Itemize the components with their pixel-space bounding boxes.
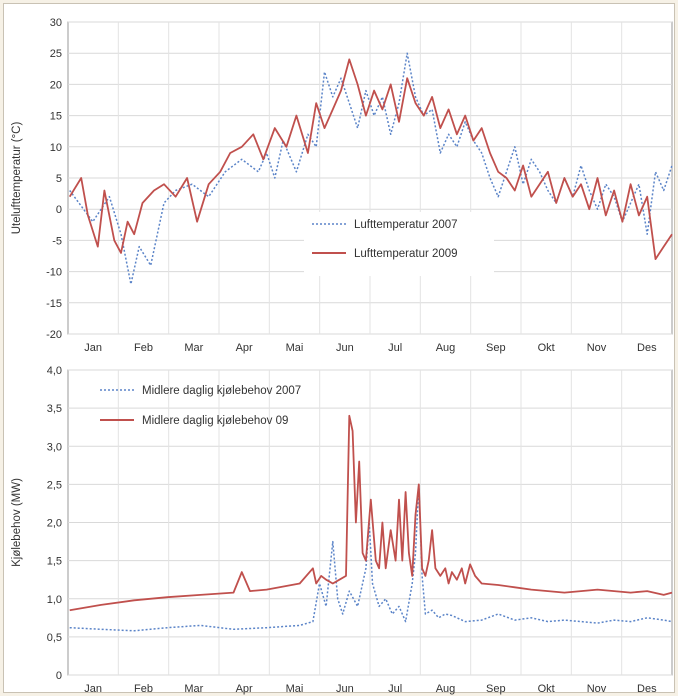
y-tick-label: 0,5 xyxy=(47,632,62,644)
x-tick-label: Nov xyxy=(587,683,607,695)
y-tick-label: 3,0 xyxy=(47,441,62,453)
legend-label-2: Midlere daglig kjølebehov 09 xyxy=(142,415,288,427)
x-tick-label: Apr xyxy=(236,342,253,354)
chart-panel-1: -20 -15 -10 -5 0 5 10 15 20 25 30 Jan Feb Mar Apr Mai Ju… xyxy=(11,17,673,354)
x-tick-label: Des xyxy=(637,342,657,354)
y-tick-label: 2,5 xyxy=(47,479,62,491)
y-tick-label: -10 xyxy=(46,267,62,279)
y-tick-label: 2,0 xyxy=(47,518,62,530)
x-tick-label: Okt xyxy=(538,342,555,354)
y-tick-label: 5 xyxy=(56,173,62,185)
y-tick-label: 4,0 xyxy=(47,365,62,377)
x-tick-label: Jun xyxy=(336,342,354,354)
x-tick-label: Mai xyxy=(286,342,304,354)
y-tick-label: 0 xyxy=(56,670,62,682)
x-tick-label: Apr xyxy=(236,683,253,695)
y-tick-label: 20 xyxy=(50,79,62,91)
y-tick-label: 1,0 xyxy=(47,594,62,606)
series-line-1 xyxy=(69,483,673,632)
x-tick-label: Mar xyxy=(184,683,203,695)
x-tick-label: Aug xyxy=(436,683,456,695)
y-tick-label: 25 xyxy=(50,48,62,60)
y-axis-label: Kjølebehov (MW) xyxy=(11,478,23,567)
series-line-1 xyxy=(69,52,673,285)
x-tick-label: Jul xyxy=(388,683,402,695)
x-tick-label: Okt xyxy=(538,683,555,695)
x-tick-label: Mar xyxy=(184,342,203,354)
x-tick-label: Jan xyxy=(84,683,102,695)
y-tick-label: -20 xyxy=(46,329,62,341)
legend-label-1: Midlere daglig kjølebehov 2007 xyxy=(142,385,301,397)
series-line-2 xyxy=(69,414,673,612)
legend-box xyxy=(304,212,494,276)
x-tick-label: Nov xyxy=(587,342,607,354)
y-tick-label: 3,5 xyxy=(47,403,62,415)
series-line-2 xyxy=(68,58,673,261)
y-tick-label: 1,5 xyxy=(47,556,62,568)
y-tick-label: -15 xyxy=(46,298,62,310)
x-tick-label: Jan xyxy=(84,342,102,354)
y-tick-label: 0 xyxy=(56,204,62,216)
y-tick-label: 10 xyxy=(50,142,62,154)
x-tick-label: Jul xyxy=(388,342,402,354)
x-tick-label: Mai xyxy=(286,683,304,695)
x-tick-label: Feb xyxy=(134,683,153,695)
y-tick-label: 30 xyxy=(50,17,62,29)
legend-label-1: Lufttemperatur 2007 xyxy=(354,219,458,231)
y-tick-label: 15 xyxy=(50,111,62,123)
legend-label-2: Lufttemperatur 2009 xyxy=(354,248,458,260)
x-tick-label: Sep xyxy=(486,683,506,695)
x-tick-label: Jun xyxy=(336,683,354,695)
y-axis-label: Utelufttemperatur (°C) xyxy=(11,122,23,235)
x-tick-label: Sep xyxy=(486,342,506,354)
y-tick-label: -5 xyxy=(52,235,62,247)
x-tick-label: Feb xyxy=(134,342,153,354)
x-tick-label: Des xyxy=(637,683,657,695)
chart-panel-2: 0 0,5 1,0 1,5 2,0 2,5 3,0 3,5 4,0 Jan Feb Mar Apr Mai… xyxy=(11,365,673,695)
x-tick-label: Aug xyxy=(436,342,456,354)
